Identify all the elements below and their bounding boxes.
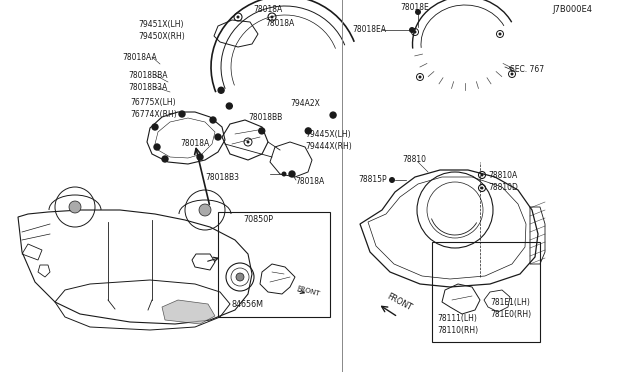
Text: 78815P: 78815P [358,176,387,185]
Circle shape [409,27,415,33]
Text: 76775X(LH): 76775X(LH) [130,97,175,106]
Circle shape [227,103,232,109]
Circle shape [237,16,239,19]
Circle shape [330,112,336,118]
Bar [218,212,330,317]
Text: 781E0(RH): 781E0(RH) [490,310,531,318]
Circle shape [154,144,160,150]
Text: 78018A: 78018A [180,140,209,148]
Circle shape [289,171,295,177]
Text: FRONT: FRONT [385,291,413,312]
Text: 79445X(LH): 79445X(LH) [305,131,351,140]
Text: 78018AA: 78018AA [122,52,157,61]
Circle shape [419,76,422,78]
Circle shape [413,31,417,33]
Circle shape [210,117,216,123]
Text: 78810: 78810 [402,155,426,164]
Text: 78018A: 78018A [253,6,283,15]
Circle shape [236,273,244,281]
Circle shape [199,204,211,216]
Circle shape [499,32,502,35]
Circle shape [481,186,483,189]
Text: 78018A: 78018A [295,177,324,186]
Text: 84656M: 84656M [232,300,264,309]
Circle shape [259,128,265,134]
Text: 79444X(RH): 79444X(RH) [305,142,352,151]
Text: 78111(LH): 78111(LH) [437,314,477,323]
Circle shape [389,177,395,183]
Text: 78110(RH): 78110(RH) [437,326,478,334]
Text: 78018BB: 78018BB [248,112,282,122]
Polygon shape [162,300,215,324]
Circle shape [271,16,273,19]
Circle shape [69,201,81,213]
Circle shape [218,87,224,93]
Text: 781E1(LH): 781E1(LH) [490,298,530,307]
Text: 78810A: 78810A [488,170,517,180]
Text: 78018B3: 78018B3 [205,173,239,182]
Text: 78810D: 78810D [488,183,518,192]
Bar [432,242,540,342]
Text: 78018EA: 78018EA [352,26,386,35]
Circle shape [511,73,513,76]
Circle shape [152,124,158,130]
Circle shape [481,173,483,176]
Circle shape [282,171,287,176]
Text: J7B000E4: J7B000E4 [552,6,592,15]
Circle shape [246,141,250,144]
Circle shape [415,9,421,15]
Circle shape [215,134,221,140]
Text: 78018B3A: 78018B3A [128,83,167,92]
Circle shape [162,156,168,162]
Text: FRONT: FRONT [296,285,321,297]
Circle shape [197,154,203,160]
Circle shape [179,111,185,117]
Text: 79450X(RH): 79450X(RH) [138,32,185,42]
Text: 794A2X: 794A2X [290,99,320,109]
Text: 70850P: 70850P [243,215,273,224]
Text: SEC. 767: SEC. 767 [510,65,544,74]
Text: 79451X(LH): 79451X(LH) [138,20,184,29]
Circle shape [305,128,311,134]
Text: 76774X(RH): 76774X(RH) [130,109,177,119]
Text: 78018BBA: 78018BBA [128,71,168,80]
Text: 78018A: 78018A [265,19,294,29]
Text: 78018E: 78018E [400,3,429,12]
